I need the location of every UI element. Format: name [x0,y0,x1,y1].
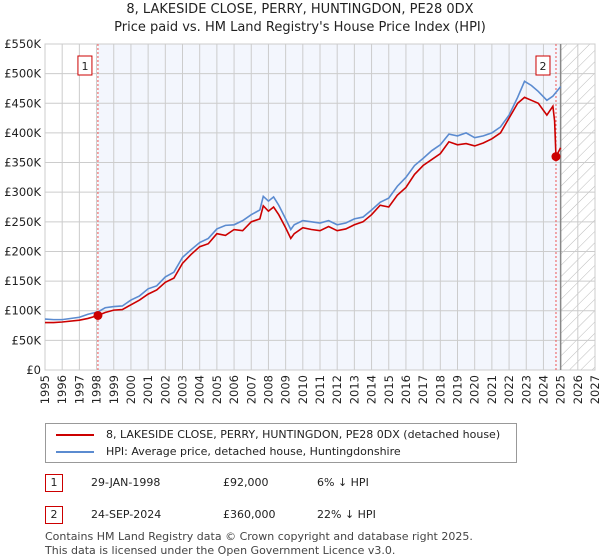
y-tick-label: £100K [4,304,41,318]
sale-point [551,152,561,162]
y-tick-label: £150K [4,274,41,288]
sale-date: 24-SEP-2024 [91,508,162,521]
plot-border [44,43,596,371]
sale-date: 29-JAN-1998 [91,476,161,489]
x-tick-label: 2027 [588,375,600,404]
x-tick-label: 2026 [571,375,585,404]
table-row: 1 29-JAN-1998 £92,000 6% ↓ HPI [45,474,465,494]
x-tick-label: 2001 [141,375,155,404]
chart: 1995 1996 1997 1998 1999 2000 2001 2002 2003 2004… [4,37,600,404]
y-tick-label: £0 [26,363,41,377]
owned-period-shade [97,44,561,370]
x-tick-label: 2010 [296,375,310,404]
sale-label-box [77,55,93,76]
x-tick-label: 2000 [124,375,138,404]
table-row: 2 24-SEP-2024 £360,000 22% ↓ HPI [45,506,465,526]
sale-marker-label: 2 [45,506,63,524]
x-tick-label: 2007 [244,375,258,404]
legend-label: 8, LAKESIDE CLOSE, PERRY, HUNTINGDON, PE… [106,428,501,441]
sale-hpi-diff: 6% ↓ HPI [317,476,369,489]
sale-price: £92,000 [223,476,269,489]
y-tick-label: £500K [4,67,41,81]
x-tick-label: 2022 [502,375,516,404]
x-tick-label: 2009 [279,375,293,404]
footer-licence: This data is licensed under the Open Gov… [45,544,396,557]
chart-subtitle: Price paid vs. HM Land Registry's House … [114,20,486,35]
sale-label: 2 [539,60,546,73]
x-tick-label: 2017 [416,375,430,404]
x-tick-label: 2024 [536,375,550,404]
y-tick-label: £350K [4,156,41,170]
x-tick-label: 2008 [261,375,275,404]
y-tick-label: £300K [4,185,41,199]
x-tick-label: 2003 [176,375,190,404]
price-paid-line [45,96,562,324]
x-tick-label: 2020 [468,375,482,404]
x-tick-label: 2013 [347,375,361,404]
y-tick-label: £550K [4,37,41,51]
legend: 8, LAKESIDE CLOSE, PERRY, HUNTINGDON, PE… [45,423,517,463]
hpi-line [44,80,562,321]
chart-title: 8, LAKESIDE CLOSE, PERRY, HUNTINGDON, PE… [126,2,474,17]
x-tick-label: 2005 [210,375,224,404]
x-tick-label: 1995 [38,375,52,404]
x-tick-label: 1999 [107,375,121,404]
sale-marker-label: 1 [45,474,63,492]
legend-item-hpi: HPI: Average price, detached house, Hunt… [56,445,401,459]
x-tick-label: 1998 [90,375,104,404]
y-tick-label: £250K [4,215,41,229]
x-tick-label: 2015 [382,375,396,404]
x-tick-label: 2011 [313,375,327,404]
y-tick-label: £400K [4,126,41,140]
sale-hpi-diff: 22% ↓ HPI [317,508,376,521]
x-tick-label: 2002 [158,375,172,404]
sale-label-box [535,55,551,76]
sale-label: 1 [81,60,88,73]
x-tick-label: 2012 [330,375,344,404]
x-tick-label: 2014 [365,375,379,404]
x-tick-label: 2023 [519,375,533,404]
sale-price: £360,000 [223,508,276,521]
legend-item-property: 8, LAKESIDE CLOSE, PERRY, HUNTINGDON, PE… [56,428,500,442]
x-tick-label: 2025 [554,375,568,404]
x-tick-label: 2019 [451,375,465,404]
y-tick-label: £450K [4,96,41,110]
x-tick-label: 2016 [399,375,413,404]
sale-point [93,310,103,320]
x-tick-label: 1996 [55,375,69,404]
x-tick-label: 2021 [485,375,499,404]
y-tick-label: £50K [12,333,42,347]
x-tick-label: 2004 [193,375,207,404]
legend-label: HPI: Average price, detached house, Hunt… [106,445,401,458]
x-tick-label: 1997 [72,375,86,404]
y-tick-label: £200K [4,244,41,258]
footer-copyright: Contains HM Land Registry data © Crown c… [45,530,473,543]
x-tick-label: 2006 [227,375,241,404]
x-tick-label: 2018 [433,375,447,404]
